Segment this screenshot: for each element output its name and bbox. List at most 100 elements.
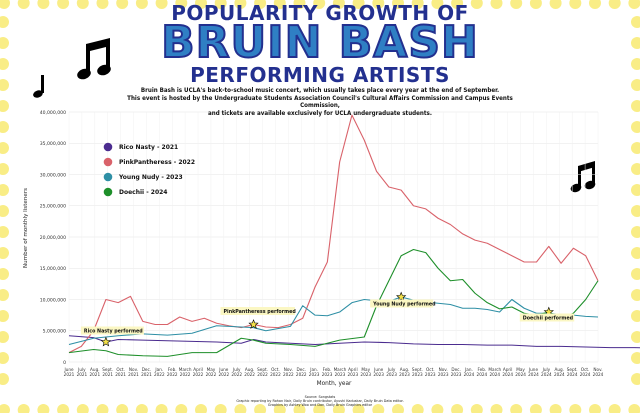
border-dot <box>0 205 9 217</box>
border-dot <box>332 404 345 413</box>
x-tick-year: 2022 <box>257 372 268 377</box>
border-dot <box>510 404 523 413</box>
border-dot <box>37 0 50 9</box>
x-tick-year: 2022 <box>244 372 255 377</box>
border-dot <box>57 404 70 413</box>
x-tick-month: Sept. <box>102 367 113 372</box>
x-tick-year: 2023 <box>309 372 320 377</box>
x-tick-year: 2023 <box>373 372 384 377</box>
x-tick-month: July <box>232 367 241 372</box>
x-tick-month: Jan. <box>309 367 318 372</box>
legend-swatch <box>103 157 113 167</box>
x-tick-year: 2023 <box>335 372 346 377</box>
border-dot <box>0 247 9 259</box>
annotation-label-bg <box>80 326 144 335</box>
x-tick-month: Aug. <box>555 367 565 372</box>
x-tick-year: 2023 <box>360 372 371 377</box>
x-tick-month: Jan. <box>464 367 473 372</box>
x-tick-year: 2021 <box>77 372 88 377</box>
x-tick-year: 2023 <box>425 372 436 377</box>
border-dot <box>214 404 227 413</box>
border-dot <box>0 37 9 49</box>
border-dot <box>135 404 148 413</box>
border-dot <box>116 404 129 413</box>
performance-annotations: Rico Nasty performed PinkPantheress perfo… <box>80 291 575 347</box>
border-dot <box>608 404 621 413</box>
border-dot <box>631 205 640 217</box>
border-dot <box>631 268 640 280</box>
border-dot <box>0 121 9 133</box>
border-dot <box>195 404 207 413</box>
credits: Source: Songstats Graphic reporting by R… <box>170 395 470 408</box>
border-dot <box>37 404 50 413</box>
border-dot <box>175 404 188 413</box>
border-dot <box>0 142 9 154</box>
x-tick-year: 2022 <box>231 372 242 377</box>
border-dot <box>631 79 640 91</box>
x-tick-month: July <box>542 367 551 372</box>
legend-swatch <box>103 142 113 152</box>
border-dot <box>293 0 306 9</box>
border-dot <box>96 404 109 413</box>
border-dot <box>0 226 9 238</box>
legend-label: Doechii - 2024 <box>119 189 167 196</box>
border-dot <box>352 404 365 413</box>
border-dot <box>411 404 424 413</box>
gridlines <box>68 111 599 363</box>
border-dot <box>631 184 640 196</box>
series-line-2 <box>68 296 599 346</box>
border-dot <box>0 16 9 28</box>
border-dot <box>631 352 640 364</box>
border-dot <box>490 0 503 9</box>
annotation-label: Young Nudy performed <box>372 302 436 308</box>
x-tick-year: 2021 <box>115 372 126 377</box>
x-tick-month: Nov. <box>439 367 448 372</box>
x-tick-month: June <box>373 367 384 372</box>
x-tick-year: 2022 <box>296 372 307 377</box>
border-dot <box>155 404 168 413</box>
border-dot <box>372 404 385 413</box>
x-tick-year: 2022 <box>180 372 191 377</box>
x-tick-year: 2023 <box>348 372 359 377</box>
border-dot <box>631 100 640 112</box>
x-tick-month: Dec. <box>451 367 460 372</box>
single-music-note-icon <box>33 75 44 98</box>
border-dot <box>631 331 640 343</box>
border-dot <box>631 58 640 70</box>
x-tick-year: 2022 <box>193 372 204 377</box>
border-dot <box>0 289 9 301</box>
credit-line: Graphics by Ashley Woo and Dan, Daily Br… <box>267 403 373 408</box>
border-dot <box>254 404 267 413</box>
x-tick-month: March <box>179 367 192 372</box>
border-dot <box>631 289 640 301</box>
border-dot <box>116 0 129 9</box>
y-tick-label: 0 <box>63 360 66 366</box>
annotation-label-bg <box>370 299 434 308</box>
x-tick-year: 2024 <box>464 372 475 377</box>
x-tick-year: 2024 <box>580 372 591 377</box>
title-bottom: PERFORMING ARTISTS <box>190 63 450 87</box>
border-dot <box>470 0 483 9</box>
border-dot <box>214 0 227 9</box>
border-dot <box>76 404 89 413</box>
y-tick-label: 20,000,000 <box>40 235 66 241</box>
x-tick-month: Sept. <box>567 367 578 372</box>
border-dot <box>273 404 286 413</box>
border-dot <box>175 0 188 9</box>
title-main: BRUIN BASH <box>160 17 479 69</box>
performance-star-marker <box>396 291 407 302</box>
border-dot <box>451 0 464 9</box>
border-dot <box>195 0 207 9</box>
border-dot <box>631 37 640 49</box>
border-dot <box>0 310 9 322</box>
x-tick-year: 2024 <box>554 372 565 377</box>
performance-star-marker <box>100 336 112 347</box>
x-tick-year: 2023 <box>386 372 397 377</box>
x-tick-month: Dec. <box>297 367 306 372</box>
x-tick-month: Sept. <box>412 367 423 372</box>
border-dot <box>451 404 464 413</box>
border-dot <box>17 404 30 413</box>
x-tick-year: 2024 <box>502 372 513 377</box>
border-dot <box>0 0 10 9</box>
